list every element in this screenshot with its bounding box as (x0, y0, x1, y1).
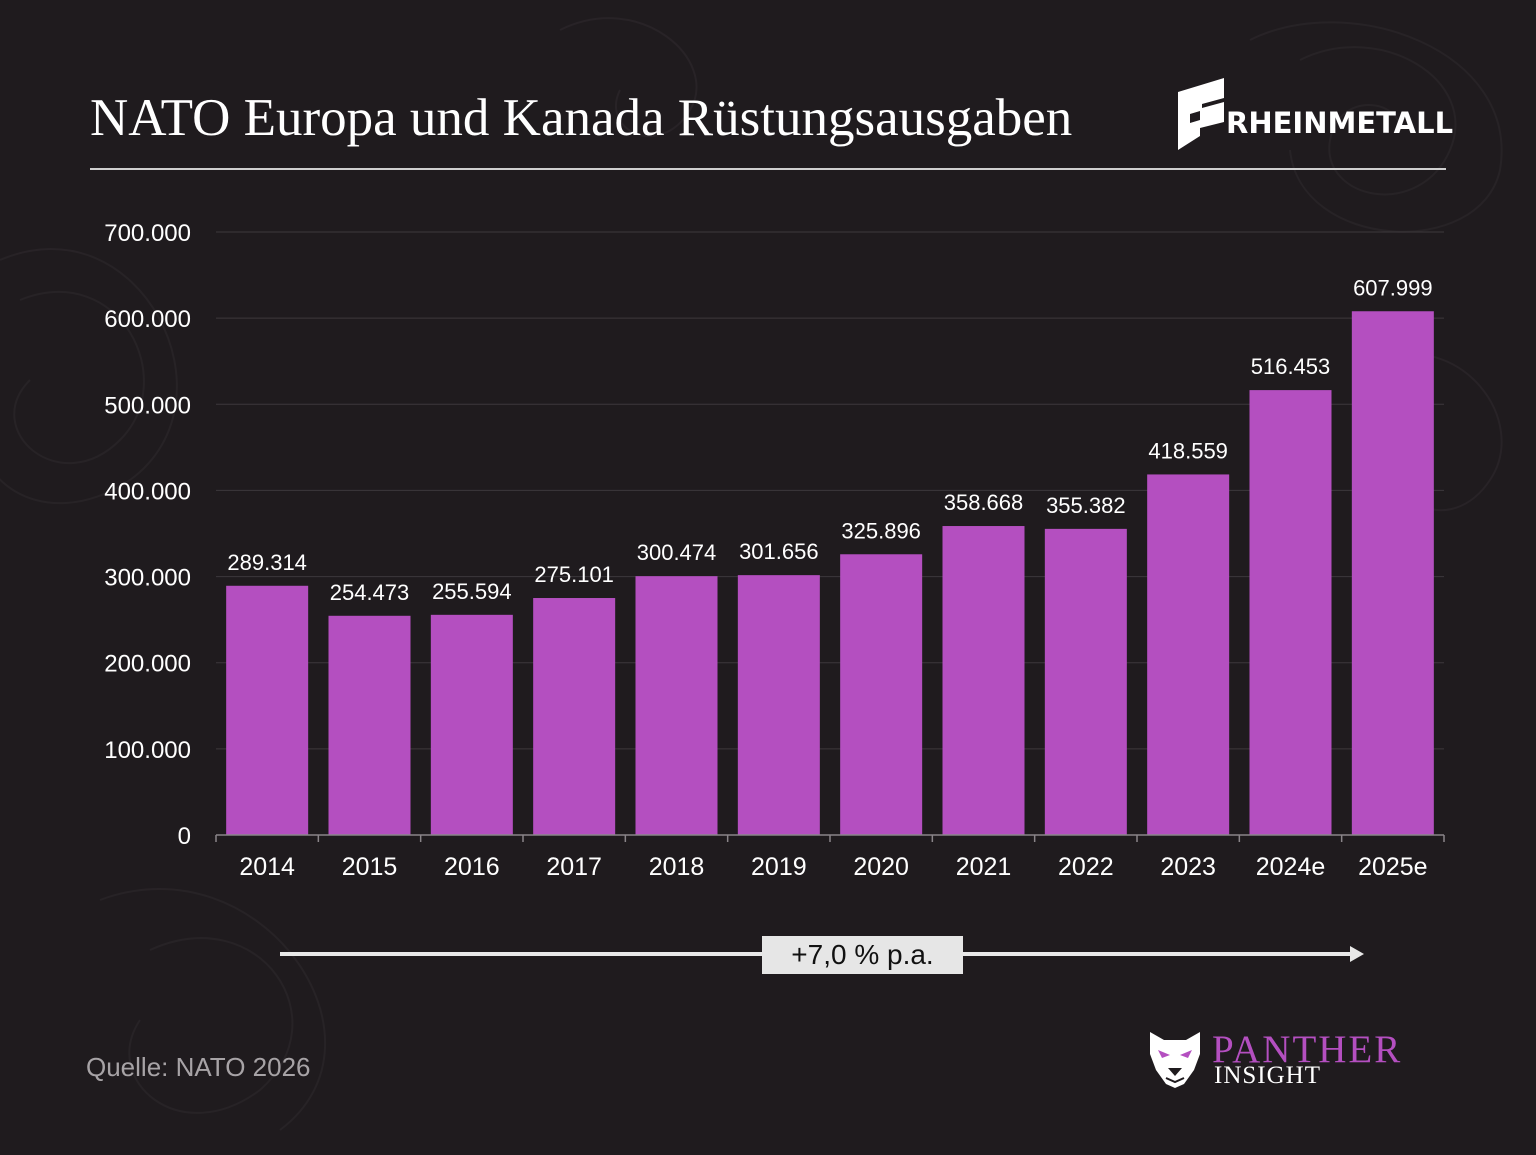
data-label: 325.896 (841, 518, 921, 543)
data-label: 355.382 (1046, 493, 1126, 518)
x-axis-labels: 2014 2015 2016 2017 2018 2019 2020 2021 2022 2023… (239, 853, 1427, 881)
brand-name: RHEINMETALL (1226, 106, 1454, 140)
x-tick-label: 2023 (1160, 853, 1216, 881)
y-tick-label: 300.000 (104, 565, 191, 592)
y-tick-label: 600.000 (104, 306, 191, 333)
bar (635, 576, 718, 835)
x-tick-label: 2014 (239, 853, 295, 881)
data-label: 255.594 (432, 579, 512, 604)
y-tick-label: 700.000 (104, 220, 191, 247)
bar (533, 598, 616, 835)
data-labels: 289.314 254.473 255.594 275.101 300.474 301.6… (227, 275, 1432, 605)
x-tick-label: 2016 (444, 853, 500, 881)
y-tick-label: 400.000 (104, 478, 191, 505)
data-label: 289.314 (227, 550, 307, 575)
source-note: Quelle: NATO 2026 (86, 1052, 311, 1082)
bar (226, 585, 309, 835)
data-label: 358.668 (944, 490, 1024, 515)
panther-insight-logo: PANTHER INSIGHT (1144, 1026, 1434, 1092)
x-tick-label: 2024e (1256, 853, 1326, 881)
rheinmetall-logo: RHEINMETALL (1176, 78, 1453, 154)
bar (1351, 311, 1434, 835)
x-tick-label: 2018 (649, 853, 705, 881)
bar (1249, 390, 1332, 835)
bar (942, 526, 1025, 835)
bars (226, 311, 1434, 835)
bar (1147, 474, 1230, 835)
data-label: 418.559 (1148, 438, 1228, 463)
x-axis (215, 834, 1445, 842)
data-label: 254.473 (330, 580, 410, 605)
growth-rate-label: +7,0 % p.a. (762, 936, 963, 974)
insight-wordmark: INSIGHT (1214, 1062, 1321, 1089)
data-label: 301.656 (739, 539, 819, 564)
x-tick-label: 2017 (546, 853, 602, 881)
data-label: 516.453 (1251, 354, 1331, 379)
data-label: 300.474 (637, 540, 717, 565)
x-tick-label: 2022 (1058, 853, 1114, 881)
panther-wordmark: PANTHER (1212, 1028, 1403, 1071)
bar (840, 554, 923, 835)
x-tick-label: 2020 (853, 853, 909, 881)
panther-head-icon (1150, 1032, 1200, 1088)
x-tick-label: 2021 (956, 853, 1012, 881)
bar (430, 614, 513, 835)
page-title: NATO Europa und Kanada Rüstungsausgaben (90, 89, 1073, 147)
bar (737, 575, 820, 835)
x-tick-label: 2015 (342, 853, 398, 881)
rheinmetall-logo-icon (1178, 78, 1224, 150)
y-tick-label: 0 (178, 823, 191, 850)
bar (328, 615, 411, 835)
bar (1044, 528, 1127, 835)
x-tick-label: 2025e (1358, 853, 1428, 881)
title-divider (90, 168, 1446, 170)
y-tick-label: 200.000 (104, 651, 191, 678)
data-label: 607.999 (1353, 275, 1433, 300)
y-axis-labels: 0 100.000 200.000 300.000 400.000 500.000 600.… (104, 220, 191, 850)
y-tick-label: 100.000 (104, 737, 191, 764)
data-label: 275.101 (534, 562, 614, 587)
growth-arrow-head (1350, 946, 1364, 962)
y-tick-label: 500.000 (104, 392, 191, 419)
grid-lines (216, 231, 1444, 750)
x-tick-label: 2019 (751, 853, 807, 881)
